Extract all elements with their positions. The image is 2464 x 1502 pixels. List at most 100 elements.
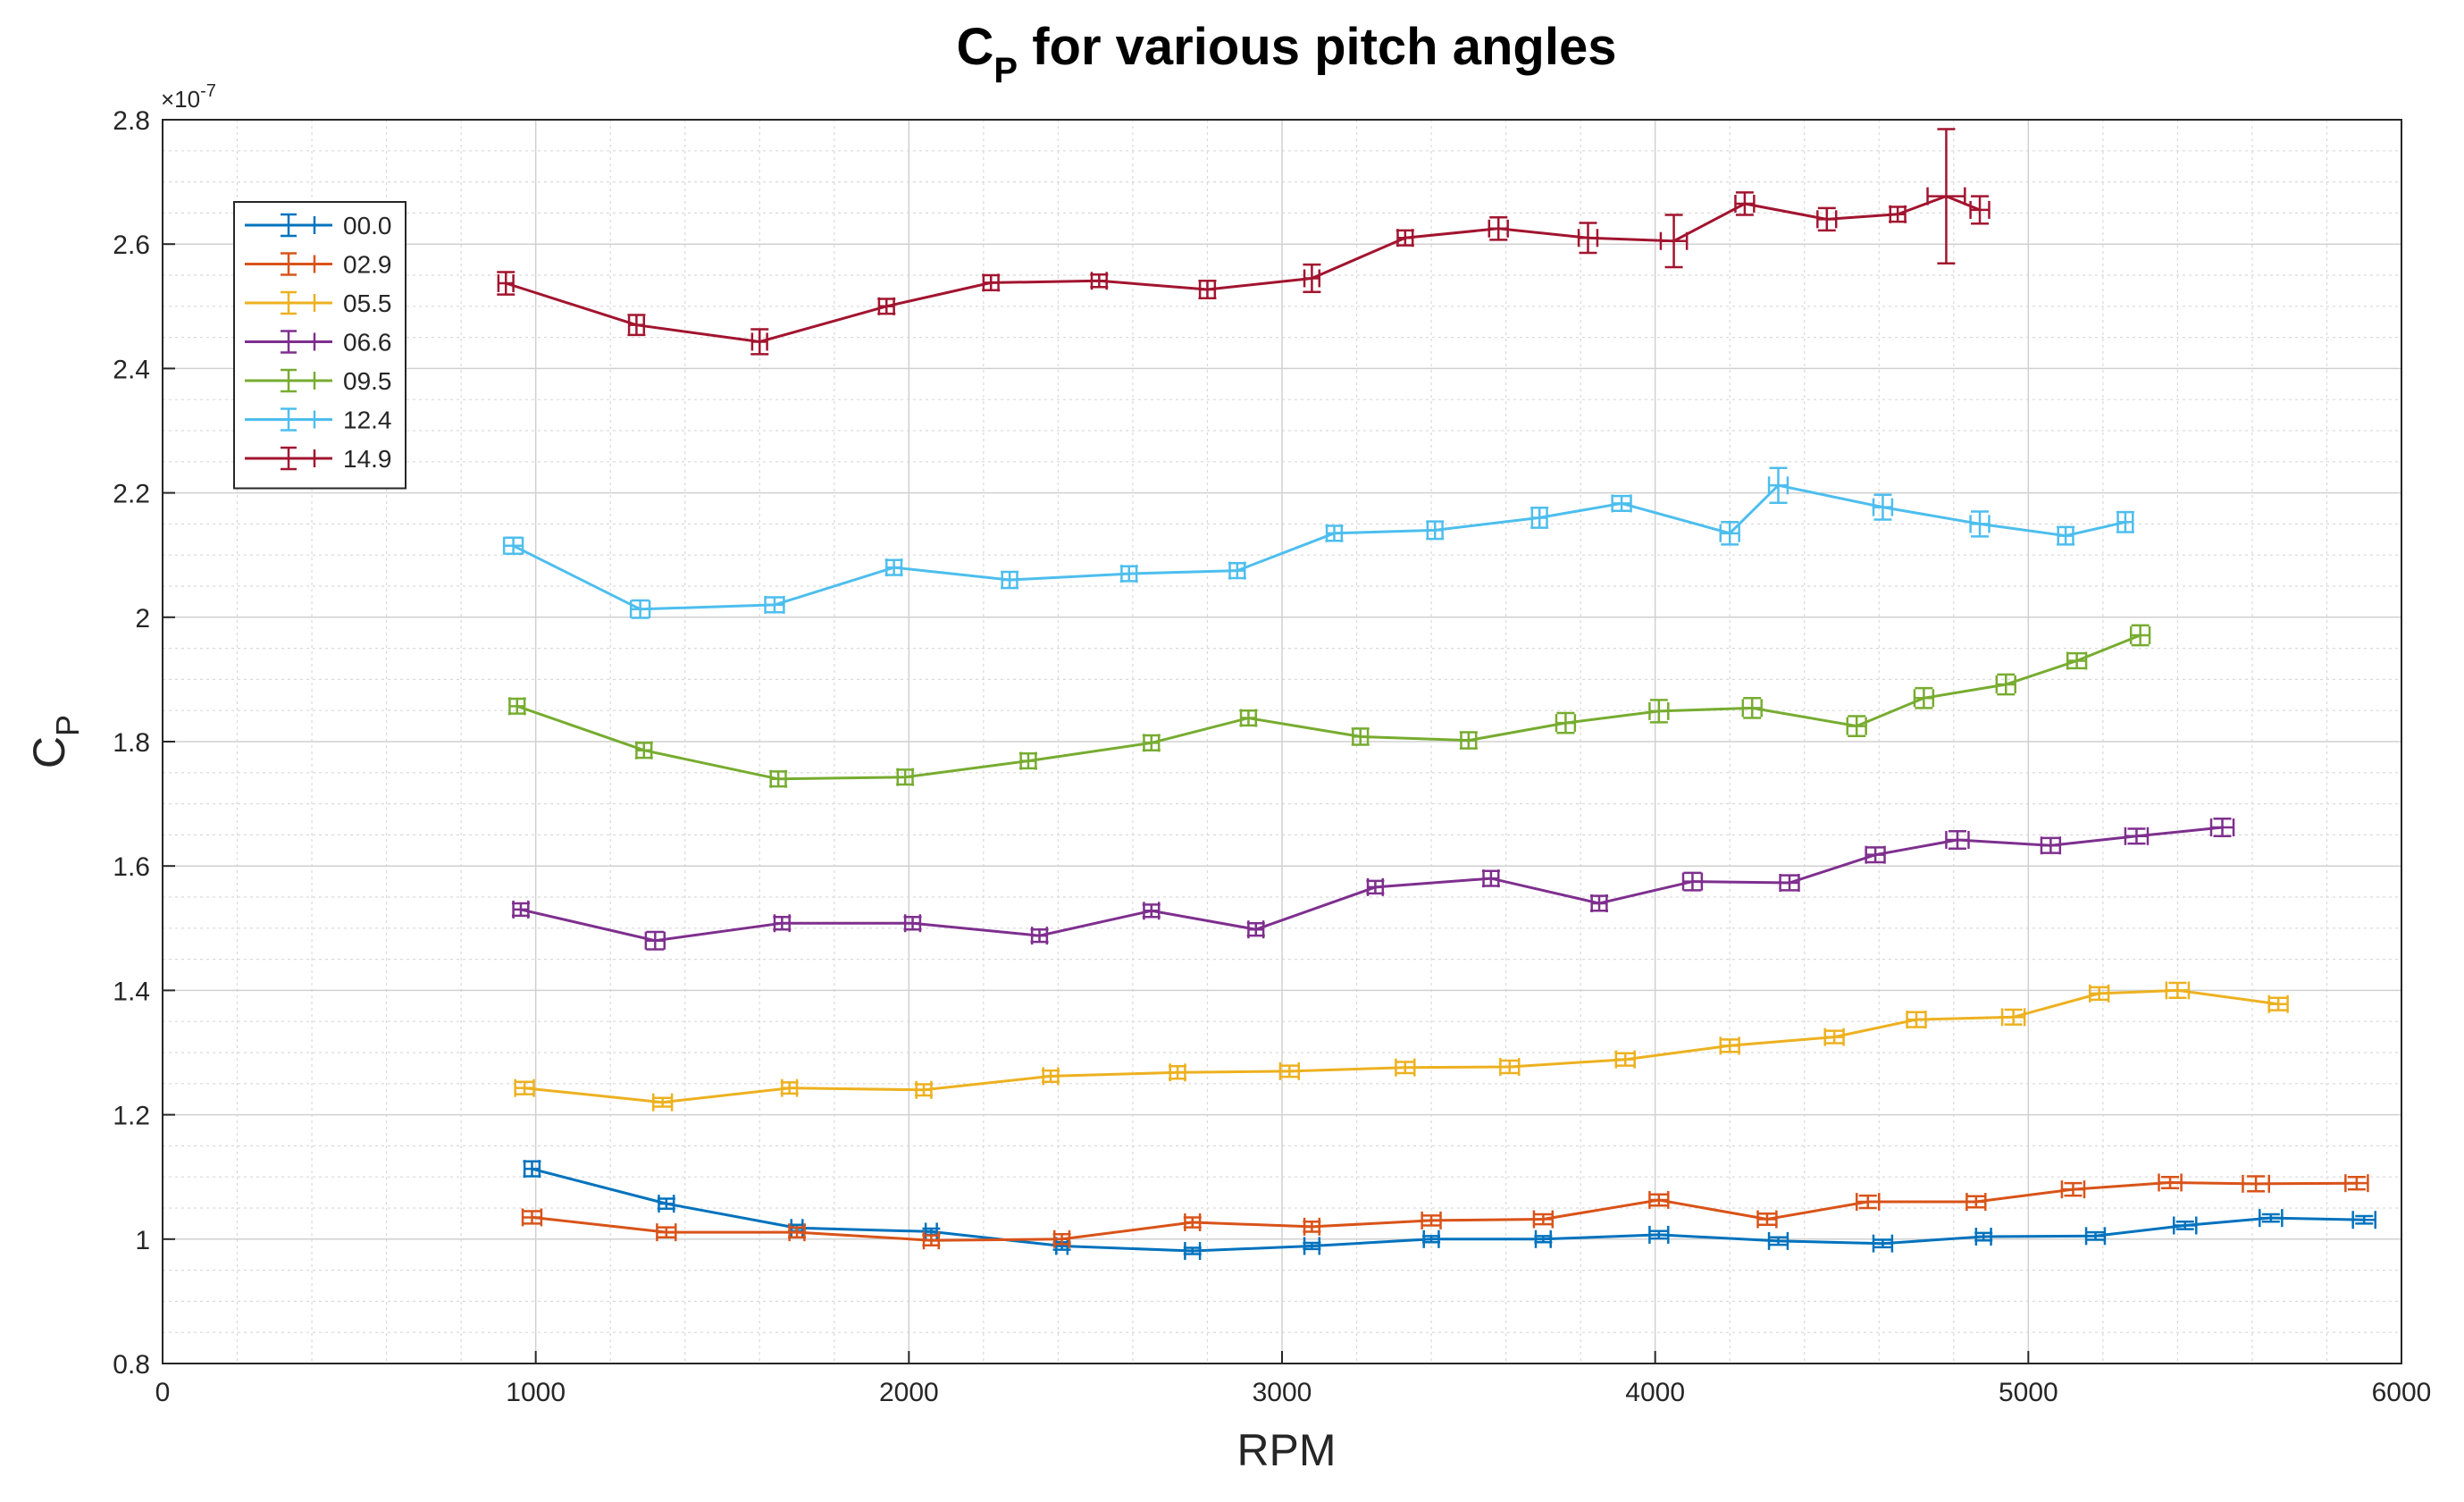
data-point — [1426, 520, 1445, 541]
data-point — [1555, 711, 1577, 734]
data-point — [1659, 214, 1689, 269]
data-point — [2351, 1211, 2377, 1229]
data-point — [769, 769, 788, 788]
data-point — [1303, 1217, 1321, 1236]
data-point — [1169, 1063, 1187, 1082]
data-point — [629, 599, 651, 619]
data-point — [1090, 272, 1109, 290]
data-point — [507, 697, 526, 716]
legend: 00.0 02.9 05.5 06.6 09.5 12.4 14.9 — [233, 201, 406, 490]
data-point — [2124, 827, 2150, 845]
x-tick-label: 5000 — [1999, 1378, 2058, 1407]
x-tick-label: 0 — [155, 1378, 171, 1407]
data-point — [2060, 1180, 2086, 1199]
y-tick-label: 2.4 — [113, 355, 150, 384]
data-point — [1865, 845, 1886, 864]
data-point — [2172, 1216, 2198, 1235]
data-point — [1142, 734, 1161, 752]
series-12.4 — [502, 466, 2134, 619]
data-point — [1779, 873, 1800, 892]
y-tick-label: 1.4 — [113, 977, 150, 1006]
chart-title-main: C — [957, 18, 994, 76]
y-exponent-base: ×10 — [161, 86, 200, 113]
y-exponent-label: ×10-7 — [161, 81, 216, 113]
data-point — [511, 900, 530, 919]
x-tick-label: 1000 — [506, 1378, 566, 1407]
x-axis-label: RPM — [1236, 1425, 1336, 1475]
chart-title-rest: for various pitch angles — [1018, 18, 1616, 76]
data-point — [1767, 1231, 1789, 1250]
y-tick-label: 1.2 — [113, 1102, 150, 1131]
data-point — [1421, 1211, 1442, 1229]
data-point — [1648, 1190, 1670, 1209]
data-point — [764, 595, 785, 614]
y-tick-label: 1 — [135, 1226, 150, 1255]
data-point — [1239, 709, 1258, 727]
data-point — [1481, 869, 1500, 888]
data-point — [523, 1160, 541, 1179]
data-point — [1459, 731, 1478, 750]
data-point — [1719, 1036, 1740, 1055]
data-point — [2088, 984, 2110, 1003]
data-point — [788, 1223, 807, 1242]
y-tick-label: 2.6 — [113, 231, 150, 260]
data-point — [1532, 1210, 1555, 1229]
chart-title-subscript: P — [993, 51, 1018, 90]
data-point — [2259, 1209, 2284, 1228]
chart-title: CP for various pitch angles — [957, 18, 1617, 90]
x-tick-label: 6000 — [2372, 1378, 2432, 1407]
data-point — [1577, 222, 1599, 255]
data-point — [1530, 507, 1549, 529]
data-point — [903, 914, 922, 933]
data-point — [2209, 818, 2235, 838]
y-axis-label-main: C — [24, 736, 74, 768]
data-point — [1183, 1213, 1202, 1232]
data-point — [1119, 565, 1138, 583]
data-point — [1872, 493, 1894, 521]
data-point — [780, 1078, 799, 1097]
data-point — [634, 741, 653, 759]
data-point — [1590, 894, 1609, 912]
series-14.9 — [497, 128, 1990, 356]
data-point — [1395, 1058, 1416, 1077]
y-tick-label: 2.8 — [113, 106, 150, 136]
y-axis-label: CP — [24, 715, 86, 768]
data-point — [521, 1208, 543, 1227]
y-tick-label: 2 — [135, 604, 150, 634]
data-point — [1142, 902, 1161, 920]
data-point — [2129, 624, 2151, 647]
data-point — [1366, 877, 1385, 896]
data-point — [1611, 494, 1632, 513]
data-point — [750, 328, 769, 356]
data-point — [1965, 1193, 1987, 1212]
data-point — [773, 914, 792, 933]
data-point — [1614, 1050, 1636, 1069]
legend-label: 06.6 — [343, 329, 392, 357]
data-point — [1945, 829, 1970, 850]
data-point — [644, 930, 666, 951]
data-point — [877, 297, 896, 315]
data-point — [1648, 699, 1670, 724]
data-point — [1395, 229, 1414, 248]
x-tick-label: 4000 — [1625, 1378, 1685, 1407]
series-06.6 — [511, 818, 2235, 951]
data-point — [1889, 205, 1907, 223]
data-point — [1648, 1225, 1670, 1244]
data-point — [1974, 1228, 1993, 1246]
legend-item: 02.9 — [245, 251, 392, 279]
y-tick-label: 1.8 — [113, 728, 150, 758]
data-point — [1926, 128, 1966, 265]
series-02.9 — [521, 1173, 2369, 1250]
data-point — [2057, 525, 2075, 546]
data-point — [982, 273, 1001, 292]
data-point — [627, 314, 646, 337]
data-point — [2116, 510, 2134, 533]
legend-box — [233, 201, 406, 490]
data-point — [1499, 1058, 1521, 1077]
y-ticks: 0.8 1 1.2 1.4 1.6 1.8 2 2.2 2.4 2.6 2.8 — [113, 106, 175, 1380]
data-point — [2000, 1008, 2026, 1027]
data-point — [2344, 1174, 2369, 1193]
series-00.0 — [523, 1160, 2377, 1261]
data-point — [1816, 206, 1838, 232]
